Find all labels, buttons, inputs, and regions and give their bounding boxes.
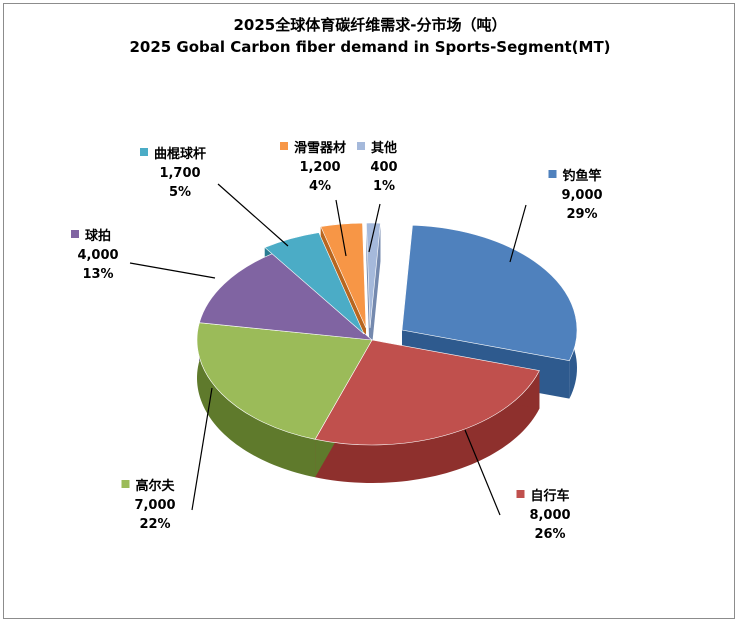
leader-line: [129, 262, 216, 279]
slice-label-value: 7,000: [134, 498, 175, 513]
slice-label-percent: 29%: [566, 207, 597, 222]
slice-label-percent: 5%: [169, 185, 191, 200]
slice-label: 钓鱼竿 9,000 29%: [548, 168, 603, 222]
legend-swatch: [280, 142, 288, 150]
slice-label-percent: 26%: [534, 527, 565, 542]
slice-label: 滑雪器材 1,200 4%: [280, 140, 346, 194]
slice-label: 自行车 8,000 26%: [516, 488, 571, 542]
slice-label-name: 自行车: [530, 488, 569, 504]
slice-label-name: 钓鱼竿: [562, 168, 601, 184]
slice-label: 曲棍球杆 1,700 5%: [140, 146, 206, 200]
slice-label-value: 9,000: [561, 188, 602, 203]
slice-label-percent: 1%: [373, 179, 395, 194]
leader-line: [335, 199, 347, 257]
slice-label-percent: 4%: [309, 179, 331, 194]
slice-label-name: 球拍: [85, 228, 111, 244]
pie-slice-side: [197, 322, 316, 478]
leader-line: [464, 429, 501, 516]
pie-slice[interactable]: [264, 232, 365, 335]
legend-swatch: [121, 480, 130, 488]
slice-label-value: 8,000: [529, 508, 570, 523]
slice-label-name: 滑雪器材: [294, 140, 346, 156]
slice-label: 高尔夫 7,000 22%: [121, 478, 176, 532]
leader-line: [368, 203, 381, 253]
pie-slice[interactable]: [196, 322, 373, 440]
pie-slice-wall: [370, 223, 381, 366]
slice-label: 球拍 4,000 13%: [71, 228, 119, 282]
pie-slice-wall: [366, 223, 370, 366]
pie-slice[interactable]: [199, 253, 373, 341]
chart-subtitle: 2025 Gobal Carbon fiber demand in Sports…: [129, 38, 611, 56]
legend-swatch: [140, 148, 148, 156]
slice-label-percent: 13%: [82, 267, 113, 282]
leader-line: [509, 204, 527, 263]
pie-slice[interactable]: [320, 222, 367, 329]
pie-slice[interactable]: [314, 339, 540, 446]
leader-line: [217, 183, 289, 247]
pie-slice-side: [315, 370, 540, 483]
legend-swatch: [71, 230, 79, 238]
chart-title: 2025全球体育碳纤维需求-分市场（吨）: [233, 16, 507, 34]
slice-label-name: 曲棍球杆: [154, 146, 206, 162]
pie-slice[interactable]: [401, 224, 578, 361]
slice-label-value: 1,200: [299, 160, 340, 175]
legend-swatch: [516, 490, 525, 498]
slice-label-percent: 22%: [139, 517, 170, 532]
legend-swatch: [548, 170, 557, 178]
slice-label-value: 1,700: [159, 166, 200, 181]
legend-swatch: [357, 142, 365, 150]
slice-label: 其他 400 1%: [357, 140, 398, 194]
slice-label-value: 400: [370, 160, 397, 175]
slice-label-name: 高尔夫: [135, 478, 175, 494]
slice-label-value: 4,000: [77, 248, 118, 263]
slice-label-name: 其他: [371, 140, 397, 156]
leader-line: [191, 387, 213, 511]
